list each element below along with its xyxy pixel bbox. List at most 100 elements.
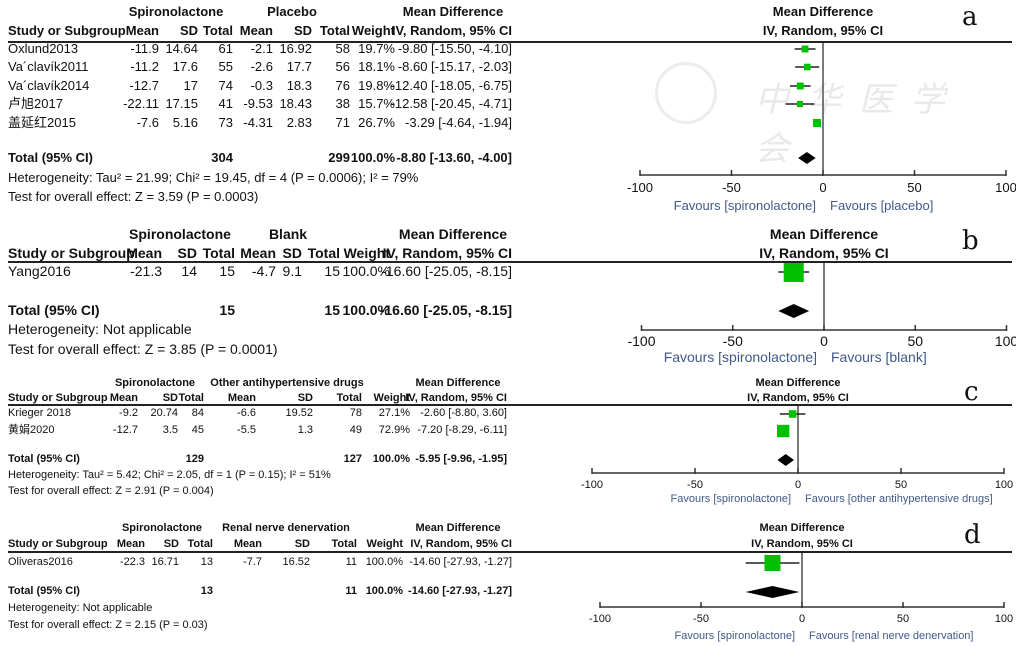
column-header: SD: [163, 537, 179, 550]
table-cell: -3.29 [-4.64, -1.94]: [405, 114, 512, 130]
total-n1: 129: [185, 452, 204, 465]
panel-label: d: [964, 520, 981, 550]
table-cell: 20.74: [150, 406, 178, 419]
study-name: Va´clavík2011: [8, 58, 89, 74]
table-cell: 15: [324, 263, 340, 280]
x-tick-label: 0: [820, 333, 828, 350]
x-tick-label: 0: [819, 179, 827, 195]
column-header: Study or Subgroup: [8, 22, 126, 38]
column-header: Total: [331, 537, 357, 550]
overall-effect-text: Test for overall effect: Z = 2.15 (P = 0…: [8, 618, 208, 631]
table-cell: 18.43: [279, 95, 312, 111]
table-cell: -7.6: [136, 114, 159, 130]
group2-header: Renal nerve denervation: [222, 521, 350, 534]
table-cell: -11.9: [130, 40, 159, 56]
panel-label: c: [964, 377, 979, 407]
table-cell: -22.3: [119, 555, 145, 568]
study-name: Yang2016: [8, 263, 71, 280]
table-cell: 19.52: [285, 406, 313, 419]
table-cell: 71: [335, 114, 350, 130]
table-cell: 61: [218, 40, 233, 56]
column-header: SD: [297, 391, 313, 404]
total-n2: 15: [324, 302, 340, 319]
table-cell: -9.53: [243, 95, 273, 111]
column-header: Weight: [373, 391, 410, 404]
table-cell: 49: [349, 423, 362, 436]
favours-right-label: Favours [other antihypertensive drugs]: [805, 492, 993, 505]
favours-left-label: Favours [spironolactone]: [674, 629, 795, 642]
table-cell: 58: [335, 40, 350, 56]
study-effect-square: [796, 82, 804, 90]
table-cell: 17: [183, 77, 198, 93]
table-cell: 11: [345, 555, 357, 568]
panel-label: a: [962, 2, 978, 32]
x-tick-label: 100: [995, 179, 1016, 195]
plot-subtitle: IV, Random, 95% CI: [751, 537, 853, 550]
favours-right-label: Favours [renal nerve denervation]: [809, 629, 974, 642]
study-name: Oliveras2016: [8, 555, 73, 568]
total-label: Total (95% CI): [8, 149, 93, 165]
table-cell: 15: [219, 263, 235, 280]
group1-header: Spironolactone: [129, 226, 231, 243]
total-n1: 304: [211, 149, 233, 165]
table-cell: 41: [218, 95, 233, 111]
study-name: 盖延红2015: [8, 114, 76, 130]
total-weight: 100.0%: [342, 302, 390, 319]
table-cell: -4.31: [243, 114, 273, 130]
table-cell: -16.60 [-25.05, -8.15]: [381, 263, 512, 280]
x-tick-label: 50: [907, 179, 922, 195]
total-n2: 11: [345, 584, 357, 597]
group2-header: Placebo: [267, 3, 317, 19]
x-tick-label: 50: [907, 333, 924, 350]
study-name: Va´clavík2014: [8, 77, 90, 93]
total-md: -8.80 [-13.60, -4.00]: [396, 149, 512, 165]
x-tick-label: -100: [626, 179, 654, 195]
plot-subtitle: IV, Random, 95% CI: [759, 245, 889, 262]
x-tick-label: -50: [693, 612, 709, 625]
pooled-effect-diamond: [778, 304, 810, 318]
total-weight: 100.0%: [372, 452, 410, 465]
column-header: SD: [177, 245, 197, 262]
study-name: 黄娟2020: [8, 423, 55, 436]
table-cell: 56: [335, 58, 350, 74]
table-cell: -2.60 [-8.80, 3.60]: [420, 406, 507, 419]
header-rule: [8, 41, 1012, 43]
total-n2: 127: [343, 452, 362, 465]
table-cell: -7.20 [-8.29, -6.11]: [417, 423, 507, 436]
table-cell: 27.1%: [378, 406, 410, 419]
table-cell: 15.7%: [358, 95, 395, 111]
effect-header: Mean Difference: [415, 376, 501, 389]
table-cell: -8.60 [-15.17, -2.03]: [397, 58, 512, 74]
table-cell: -0.3: [250, 77, 273, 93]
study-name: Oxlund2013: [8, 40, 79, 56]
table-cell: 78: [349, 406, 362, 419]
plot-title: Mean Difference: [772, 3, 874, 19]
x-tick-label: 100: [994, 612, 1014, 625]
total-n1: 13: [200, 584, 213, 597]
table-cell: 38: [335, 95, 350, 111]
study-effect-square: [764, 555, 781, 571]
table-cell: -11.2: [130, 58, 159, 74]
table-cell: -4.7: [251, 263, 276, 280]
table-cell: 100.0%: [342, 263, 390, 280]
total-weight: 100.0%: [365, 584, 403, 597]
table-cell: -12.7: [129, 77, 159, 93]
table-cell: -12.58 [-20.45, -4.71]: [390, 95, 512, 111]
panel-label: b: [962, 226, 979, 256]
column-header: Mean: [109, 391, 138, 404]
table-cell: -21.3: [130, 263, 162, 280]
group1-header: Spironolactone: [114, 376, 196, 389]
table-cell: 100.0%: [365, 555, 403, 568]
group2-header: Blank: [268, 226, 308, 243]
study-name: Krieger 2018: [8, 406, 71, 419]
column-header: Mean: [233, 537, 262, 550]
overall-effect-text: Test for overall effect: Z = 2.91 (P = 0…: [8, 484, 214, 497]
table-cell: 14: [181, 263, 197, 280]
column-header: Study or Subgroup: [8, 537, 108, 550]
effect-header: Mean Difference: [402, 3, 504, 19]
column-header: Total: [202, 245, 235, 262]
watermark: 中华医学会: [655, 62, 985, 169]
total-md: -16.60 [-25.05, -8.15]: [379, 302, 512, 319]
column-header: Total: [336, 391, 362, 404]
column-header: Study or Subgroup: [8, 391, 108, 404]
